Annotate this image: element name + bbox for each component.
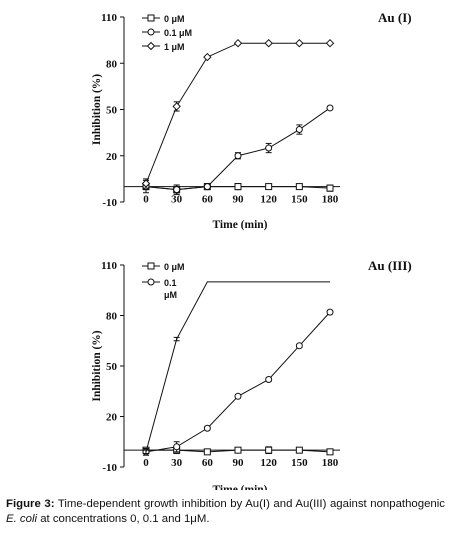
legend-swatch-marker [147,278,155,286]
data-point [265,183,273,191]
data-point [264,39,273,48]
data-point [326,104,334,112]
x-tick-label: 0 [143,457,149,469]
legend: 0 μM 0.1 μM [142,262,185,300]
x-tick-label: 90 [233,194,245,206]
x-tick-label: 150 [291,457,308,469]
x-tick-label: 120 [260,194,277,206]
y-tick-label: 20 [106,412,118,424]
x-axis-title: Time (min) [212,484,267,490]
data-point [295,39,304,48]
x-tick-label: 60 [202,194,214,206]
data-point [326,184,334,192]
data-point [265,375,273,383]
y-tick-label: -10 [102,462,117,474]
legend-label: 0.1 [164,278,177,288]
caption-label: Figure 3: [6,498,55,510]
data-point [234,446,242,454]
caption-organism: E. coli [6,513,38,525]
data-point [203,448,211,456]
figure-caption: Figure 3: Time-dependent growth inhibiti… [6,497,445,527]
x-tick-label: 180 [322,457,339,469]
data-point [265,144,273,152]
y-axis-title: Inhibition (%) [91,330,103,401]
series-2 [142,104,334,195]
data-point [203,183,211,191]
series-line [145,311,331,453]
y-tick-label: 110 [101,260,117,272]
data-point [141,179,151,188]
chart-title: Au (III) [368,258,412,273]
y-tick-label: 110 [101,12,117,24]
x-axis-title: Time (min) [212,219,267,231]
data-point [295,446,303,454]
series-line [145,107,331,191]
data-point [326,308,334,316]
data-point [234,392,242,400]
series-2 [142,308,334,456]
caption-text-start: Time-dependent growth inhibition by Au(I… [54,498,445,510]
legend-swatch-marker [147,14,155,22]
chart-panel-2: -10 20 50 80 110 0 30 60 90 120 150 180 Time (min) In… [91,258,412,490]
data-point [173,443,181,451]
legend-label: 0.1 μM [164,28,192,38]
data-point [173,186,181,194]
chart-panel-1: -10 20 50 80 110 0 30 60 90 120 150 180 Time (min) In… [91,10,412,231]
data-point [234,183,242,191]
legend-label: 0 μM [164,14,185,24]
data-point [295,183,303,191]
data-point [233,39,243,48]
series-3 [141,39,335,189]
x-tick-label: 150 [291,194,308,206]
data-point [203,52,212,62]
legend-label: 1 μM [164,42,185,52]
x-tick-label: 120 [260,457,277,469]
x-tick-label: 0 [143,194,149,206]
x-tick-label: 90 [233,457,245,469]
data-point [325,39,335,48]
y-tick-label: 50 [106,105,118,117]
x-tick-label: 180 [322,194,339,206]
x-tick-label: 60 [202,457,214,469]
y-tick-label: 80 [106,58,118,70]
y-tick-label: 50 [106,361,118,373]
caption-text-end: at concentrations 0, 0.1 and 1μM. [37,513,210,525]
x-tick-label: 30 [171,457,183,469]
data-point [203,424,211,432]
series-line [145,281,330,452]
data-point [295,126,303,134]
figure-charts: -10 20 50 80 110 0 30 60 90 120 150 180 Time (min) In… [91,10,412,490]
data-point [172,102,181,111]
y-tick-label: 80 [106,311,118,323]
data-point [295,342,303,350]
data-point [265,446,273,454]
legend-swatch-marker [146,41,156,51]
y-axis-title: Inhibition (%) [91,74,103,145]
series-line [145,42,330,184]
legend-swatch-marker [147,262,155,270]
series-3 [143,281,330,455]
legend-label: 0 μM [164,262,185,272]
x-tick-label: 30 [171,194,183,206]
data-point [326,448,334,456]
legend-label: μM [164,290,177,300]
data-point [234,152,242,160]
chart-title: Au (I) [378,10,412,25]
y-tick-label: -10 [102,197,117,209]
legend-swatch-marker [147,28,155,36]
legend: 0 μM 0.1 μM 1 μM [142,14,192,52]
y-tick-label: 20 [106,151,118,163]
